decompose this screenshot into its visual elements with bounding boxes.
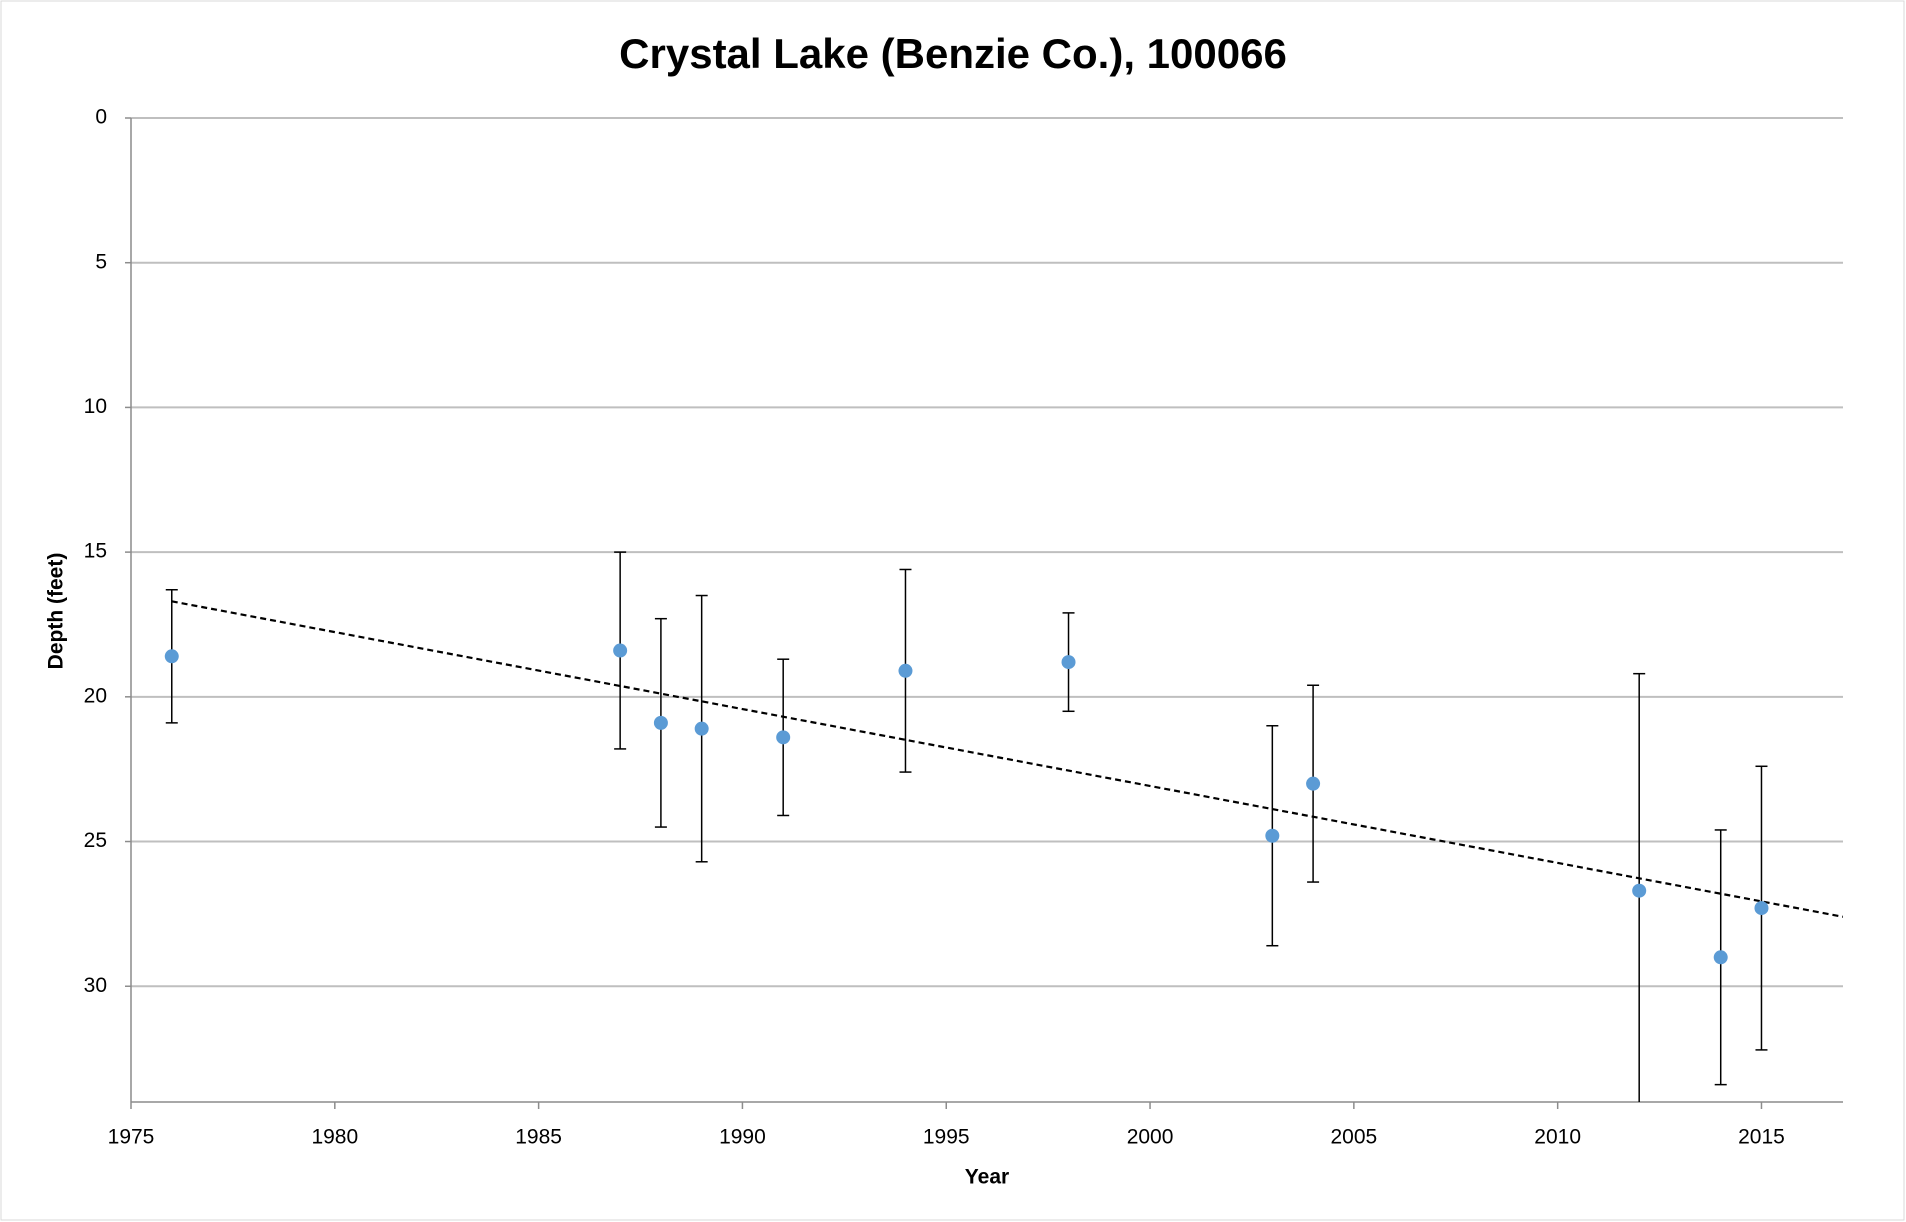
y-tick-label: 15 xyxy=(84,540,107,563)
x-tick-label: 1985 xyxy=(515,1126,562,1149)
data-point xyxy=(1061,655,1076,670)
x-tick-label: 1995 xyxy=(923,1126,970,1149)
data-point xyxy=(653,715,668,730)
data-point xyxy=(898,663,913,678)
chart-title: Crystal Lake (Benzie Co.), 100066 xyxy=(619,30,1287,77)
data-point xyxy=(1754,901,1769,916)
y-tick-label: 10 xyxy=(84,395,107,418)
data-point xyxy=(613,643,628,658)
x-tick-label: 2000 xyxy=(1127,1126,1174,1149)
x-tick-label: 1980 xyxy=(311,1126,358,1149)
y-axis-label: Depth (feet) xyxy=(45,553,68,670)
data-point xyxy=(1306,776,1321,791)
x-tick-label: 2015 xyxy=(1738,1126,1785,1149)
data-point xyxy=(164,649,179,664)
y-tick-label: 0 xyxy=(95,106,107,129)
plot-area xyxy=(164,551,1843,1102)
y-tick-label: 20 xyxy=(84,684,107,707)
y-tick-label: 30 xyxy=(84,974,107,997)
x-tick-label: 1990 xyxy=(719,1126,766,1149)
trendline xyxy=(171,600,1843,918)
y-tick-label: 25 xyxy=(84,829,107,852)
x-axis-label: Year xyxy=(965,1166,1009,1189)
y-tick-label: 5 xyxy=(95,250,107,273)
data-point xyxy=(694,721,709,736)
x-tick-label: 2005 xyxy=(1330,1126,1377,1149)
data-point xyxy=(1713,950,1728,965)
data-point xyxy=(1632,883,1647,898)
data-point xyxy=(776,730,791,745)
x-tick-label: 2010 xyxy=(1534,1126,1581,1149)
data-point xyxy=(1265,828,1280,843)
x-tick-label: 1975 xyxy=(108,1126,155,1149)
